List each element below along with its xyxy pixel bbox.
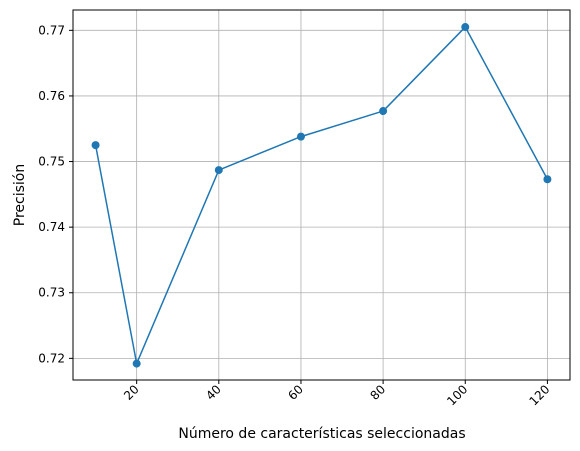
y-axis-ticks: 0.72 0.73 0.74 0.75 0.76 0.77 [38, 23, 73, 365]
data-point [379, 107, 388, 116]
x-tick-label: 100 [444, 382, 470, 408]
x-tick-label: 20 [121, 382, 142, 403]
y-axis-label: Precisión [12, 164, 28, 226]
data-point [296, 132, 305, 141]
plot-frame [72, 9, 571, 381]
y-tick-label: 0.77 [38, 23, 65, 37]
x-axis-ticks: 20 40 60 80 100 120 [121, 380, 553, 408]
data-point [543, 175, 552, 184]
x-axis-label: Número de características seleccionadas [178, 426, 465, 442]
y-tick-label: 0.76 [38, 89, 65, 103]
y-tick-label: 0.73 [38, 286, 65, 300]
data-point [132, 359, 141, 368]
y-tick-label: 0.72 [38, 351, 65, 365]
x-tick-label: 120 [526, 382, 552, 408]
y-tick-label: 0.74 [38, 220, 65, 234]
data-point [214, 166, 223, 175]
y-tick-label: 0.75 [38, 155, 65, 169]
data-point [461, 23, 470, 32]
grid-lines [73, 10, 570, 380]
x-tick-label: 80 [368, 382, 389, 403]
series-group [91, 23, 552, 368]
x-tick-label: 60 [285, 382, 306, 403]
x-tick-label: 40 [203, 382, 224, 403]
data-point [91, 141, 100, 150]
series-line [94, 25, 549, 367]
